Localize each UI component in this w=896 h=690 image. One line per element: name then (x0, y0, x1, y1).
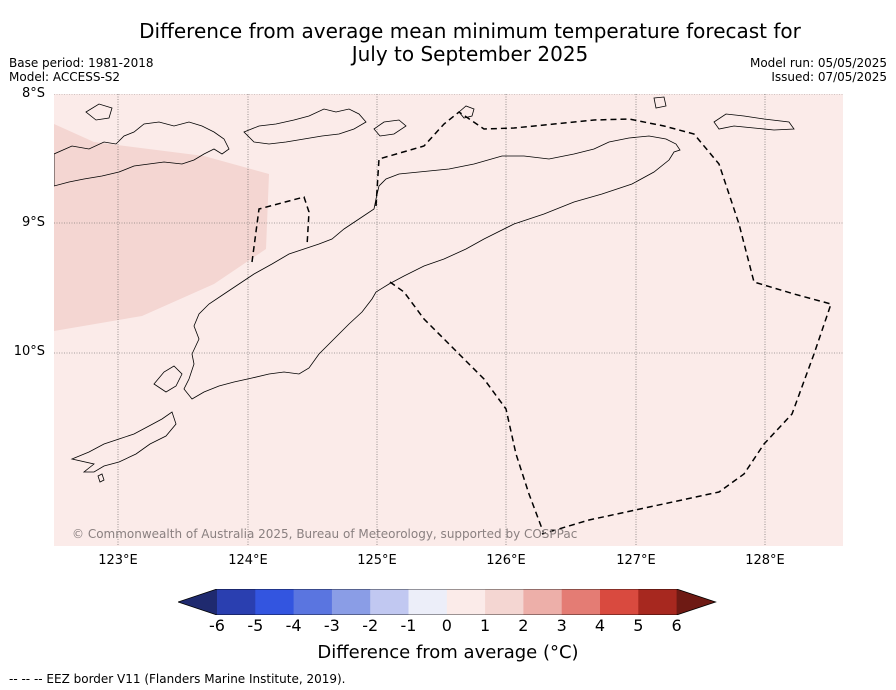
base-period: Base period: 1981-2018 (9, 56, 154, 70)
model-run: Model run: 05/05/2025 (749, 56, 887, 70)
forecast-map (54, 94, 843, 546)
eez-footnote: -- -- -- EEZ border V11 (Flanders Marine… (9, 672, 346, 686)
lat-label-8s: 8°S (21, 86, 45, 101)
title-line-2: July to September 2025 (351, 42, 589, 66)
colorbar-tick-label: -5 (247, 616, 264, 635)
colorbar-tick-label: 0 (441, 616, 452, 635)
colorbar-tick-label: -1 (400, 616, 417, 635)
east-island-2 (713, 113, 795, 131)
colorbar-segment (485, 589, 524, 615)
eez-west (251, 196, 310, 263)
colorbar-tick-label: -3 (323, 616, 340, 635)
lon-label-126e: 126°E (486, 553, 526, 568)
lon-label-123e: 123°E (98, 553, 138, 568)
colorbar-extend-low (178, 589, 217, 615)
title-line-1: Difference from average mean minimum tem… (139, 19, 801, 43)
colorbar-segment (600, 589, 639, 615)
colorbar-segment (446, 589, 486, 615)
small-island-2 (373, 119, 407, 137)
coastlines (54, 96, 795, 483)
colorbar-segment (408, 589, 448, 615)
colorbar-segment (523, 589, 563, 615)
colorbar-tick-label: 2 (518, 616, 529, 635)
colorbar-segment (255, 589, 295, 615)
eez-east (375, 111, 832, 535)
alor-coastline (243, 108, 367, 145)
colorbar-tick-label: -2 (362, 616, 379, 635)
flores-coastline (54, 121, 230, 187)
model-name: Model: ACCESS-S2 (9, 70, 121, 84)
lat-label-9s: 9°S (21, 215, 45, 230)
meta-right: Model run: 05/05/2025 Issued: 07/05/2025 (750, 56, 887, 84)
lon-label-128e: 128°E (745, 553, 785, 568)
small-island-1 (85, 103, 113, 121)
lat-label-10s: 10°S (13, 344, 45, 359)
colorbar-tick-label: -4 (285, 616, 302, 635)
colorbar-outline (178, 589, 717, 615)
gridlines (54, 94, 843, 546)
colorbar-segment (561, 589, 601, 615)
colorbar-label: Difference from average (°C) (317, 642, 579, 663)
colorbar-segment (638, 589, 678, 615)
anomaly-region (54, 124, 269, 331)
colorbar-tick-label: 4 (594, 616, 606, 635)
meta-left: Base period: 1981-2018 Model: ACCESS-S2 (9, 56, 154, 84)
colorbar (178, 589, 717, 615)
wetar-coastline (458, 105, 475, 119)
lon-label-124e: 124°E (228, 553, 268, 568)
timor-coastline (183, 135, 681, 400)
colorbar-tick-label: 3 (556, 616, 567, 635)
colorbar-segment (370, 589, 409, 615)
colorbar-segment (217, 589, 256, 615)
lon-label-127e: 127°E (616, 553, 656, 568)
copyright-notice: © Commonwealth of Australia 2025, Bureau… (72, 527, 578, 541)
eez-borders (251, 111, 832, 535)
issued-date: Issued: 07/05/2025 (771, 70, 887, 84)
colorbar-segment (331, 589, 371, 615)
lon-label-125e: 125°E (357, 553, 397, 568)
colorbar-tick-label: 1 (480, 616, 491, 635)
colorbar-tick-label: 6 (671, 616, 682, 635)
savu-coastline (70, 411, 177, 473)
eez-south (389, 281, 545, 535)
rote-coastline (153, 365, 183, 393)
tiny-island (97, 473, 105, 483)
colorbar-segment (293, 589, 333, 615)
map-title: Difference from average mean minimum tem… (0, 20, 896, 66)
colorbar-extend-high (676, 589, 716, 615)
east-island-1 (653, 96, 667, 109)
colorbar-tick-label: 5 (633, 616, 644, 635)
colorbar-tick-label: -6 (209, 616, 225, 635)
